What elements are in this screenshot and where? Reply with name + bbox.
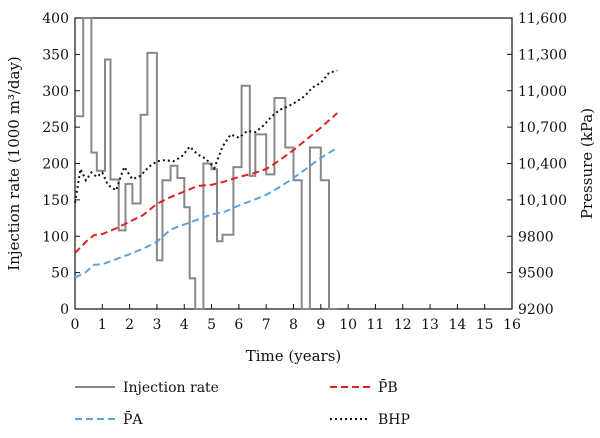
- x-tick-label: 0: [71, 317, 80, 333]
- legend-label-3: BHP: [378, 412, 410, 428]
- y-right-tick-label: 10,700: [518, 120, 567, 136]
- y-left-tick-label: 50: [51, 266, 69, 282]
- x-tick-label: 11: [367, 317, 385, 333]
- series-layer: [74, 17, 338, 310]
- y-right-axis-label: Pressure (kPa): [578, 108, 596, 219]
- x-tick-label: 15: [476, 317, 494, 333]
- y-right-tick-label: 9500: [518, 266, 554, 282]
- y-right-tick-label: 11,000: [518, 84, 567, 100]
- x-tick-label: 14: [448, 317, 466, 333]
- legend-label-2: P̄A: [123, 410, 143, 428]
- y-left-tick-label: 400: [42, 11, 69, 27]
- legend: Injection rate P̄B P̄A BHP: [75, 378, 410, 428]
- x-tick-label: 9: [316, 317, 325, 333]
- y-right-tick-label: 11,600: [518, 11, 567, 27]
- legend-label-1: P̄B: [378, 378, 398, 396]
- x-tick-label: 12: [394, 317, 412, 333]
- y-left-tick-label: 100: [42, 229, 69, 245]
- series-line-2: [74, 112, 338, 254]
- x-tick-label: 4: [180, 317, 189, 333]
- y-left-tick-label: 350: [42, 47, 69, 63]
- y-right-tick-label: 10,100: [518, 193, 567, 209]
- x-tick-label: 8: [289, 317, 298, 333]
- x-tick-label: 7: [262, 317, 271, 333]
- x-tick-label: 10: [339, 317, 357, 333]
- y-right-tick-label: 9800: [518, 229, 554, 245]
- x-axis-label: Time (years): [246, 347, 342, 365]
- y-right-tick-label: 11,300: [518, 47, 567, 63]
- y-left-tick-label: 300: [42, 84, 69, 100]
- x-tick-label: 13: [421, 317, 439, 333]
- legend-label-0: Injection rate: [123, 380, 219, 396]
- x-tick-label: 3: [152, 317, 161, 333]
- x-tick-label: 1: [98, 317, 107, 333]
- y-left-tick-label: 150: [42, 193, 69, 209]
- x-tick-label: 2: [125, 317, 134, 333]
- y-left-tick-label: 0: [60, 302, 69, 318]
- y-left-axis-label: Injection rate (1000 m³/day): [5, 56, 23, 271]
- x-tick-label: 5: [207, 317, 216, 333]
- x-tick-label: 6: [234, 317, 243, 333]
- y-left-tick-label: 200: [42, 157, 69, 173]
- axes: 0 1 2 3 4 5 6 7 8 9 10 11 12 13 14 15 160501001502002503…: [5, 11, 596, 365]
- series-line-0: [75, 17, 338, 310]
- x-tick-label: 16: [503, 317, 521, 333]
- y-left-tick-label: 250: [42, 120, 69, 136]
- series-line-1: [74, 146, 338, 279]
- y-right-tick-label: 9200: [518, 302, 554, 318]
- y-right-tick-label: 10,400: [518, 157, 567, 173]
- series-line-3: [74, 69, 338, 203]
